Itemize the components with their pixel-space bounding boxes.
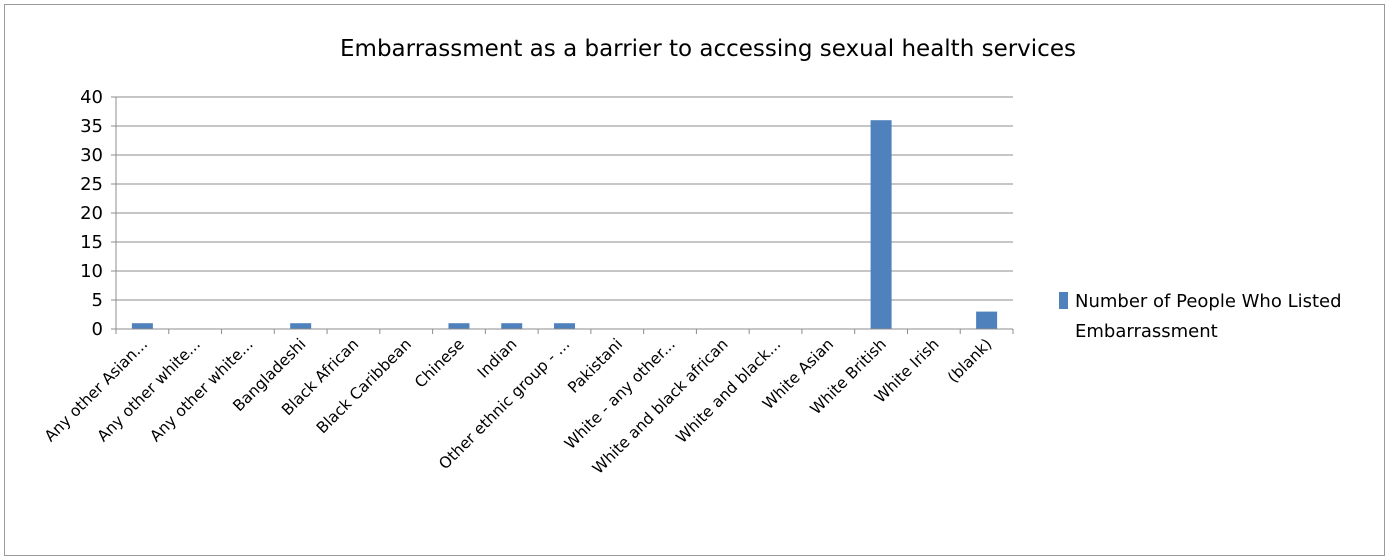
- bar: [131, 323, 153, 329]
- chart-frame: [4, 4, 1385, 556]
- y-tick-label: 5: [92, 290, 103, 311]
- y-tick-label: 25: [80, 174, 103, 195]
- category-label: Black Caribbean: [313, 335, 415, 437]
- category-label: Any other white...: [94, 335, 204, 445]
- y-tick-label: 10: [80, 261, 103, 282]
- y-tick-label: 40: [80, 87, 103, 108]
- y-tick-label: 0: [92, 319, 103, 340]
- bar: [501, 323, 523, 329]
- legend-label-line-2: Embarrassment: [1075, 321, 1218, 342]
- category-label: Any other Asian...: [41, 335, 151, 445]
- category-labels: Any other Asian...Any other white...Any …: [41, 335, 995, 478]
- bars: [131, 120, 998, 329]
- bar: [290, 323, 312, 329]
- bar: [976, 311, 998, 329]
- bar: [554, 323, 575, 329]
- legend-swatch: [1059, 292, 1068, 309]
- y-axis-ticks: 0 5 10 15 20 25 30 35 40: [80, 87, 103, 340]
- gridlines: [111, 96, 1013, 330]
- x-axis: [115, 97, 1014, 334]
- legend: Number of People Who Listed Embarrassmen…: [1059, 291, 1342, 342]
- bar: [870, 120, 892, 329]
- y-tick-label: 20: [80, 203, 103, 224]
- bar: [448, 323, 470, 329]
- legend-label-line-1: Number of People Who Listed: [1075, 291, 1342, 312]
- category-label: Chinese: [411, 335, 468, 392]
- chart-title: Embarrassment as a barrier to accessing …: [340, 36, 1076, 62]
- category-label: Any other white...: [146, 335, 256, 445]
- category-label: Indian: [474, 335, 521, 382]
- y-tick-label: 15: [80, 232, 103, 253]
- y-tick-label: 35: [80, 116, 103, 137]
- category-label: (blank): [944, 335, 995, 386]
- y-tick-label: 30: [80, 145, 103, 166]
